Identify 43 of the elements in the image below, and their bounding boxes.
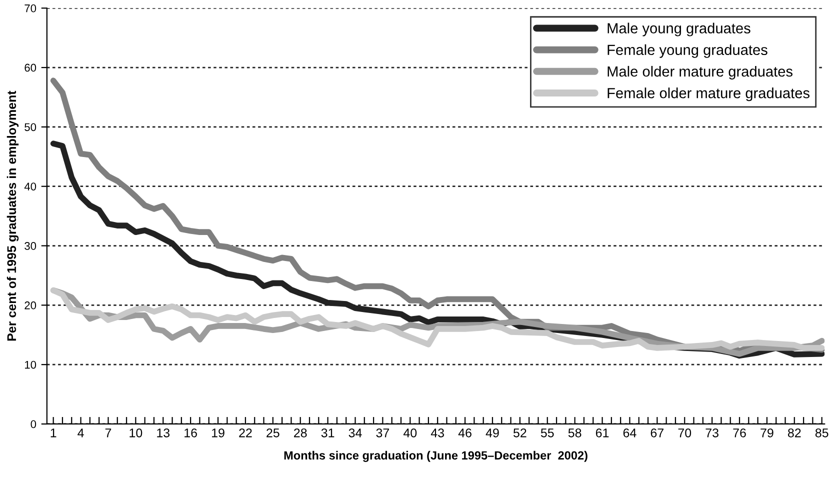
x-tick-label: 79 xyxy=(760,428,774,438)
x-tick-label: 1 xyxy=(50,428,56,438)
x-tick-label: 40 xyxy=(403,428,417,438)
x-tick-label: 25 xyxy=(266,428,280,438)
y-axis-title: Per cent of 1995 graduates in employment xyxy=(6,90,19,341)
legend-label: Female young graduates xyxy=(608,44,768,58)
y-tick-label: 20 xyxy=(24,301,36,310)
y-tick-label: 40 xyxy=(24,182,36,190)
x-tick-label: 22 xyxy=(239,428,252,438)
x-tick-label: 37 xyxy=(376,428,390,438)
x-tick-label: 28 xyxy=(294,428,307,438)
y-tick-label: 50 xyxy=(24,123,36,132)
y-tick-label: 30 xyxy=(24,242,36,250)
x-tick-label: 43 xyxy=(430,428,444,438)
x-tick-label: 49 xyxy=(486,428,499,438)
x-tick-label: 58 xyxy=(568,428,582,438)
x-tick-label: 73 xyxy=(706,428,718,438)
y-tick-label: 0 xyxy=(30,420,36,428)
x-tick-label: 85 xyxy=(815,428,828,438)
x-tick-label: 10 xyxy=(130,428,142,438)
legend-label: Male older mature graduates xyxy=(608,66,792,80)
x-tick-label: 7 xyxy=(105,428,112,438)
x-tick-label: 61 xyxy=(596,428,609,438)
y-tick-label: 70 xyxy=(24,4,36,12)
x-tick-label: 16 xyxy=(184,428,197,438)
legend-label: Female older mature graduates xyxy=(608,88,810,102)
x-tick-label: 34 xyxy=(348,428,362,438)
x-tick-label: 31 xyxy=(321,428,334,438)
legend-label: Male young graduates xyxy=(608,22,750,36)
x-tick-label: 4 xyxy=(78,428,84,438)
x-tick-label: 55 xyxy=(540,428,554,438)
x-tick-label: 76 xyxy=(733,428,746,438)
x-tick-label: 70 xyxy=(678,428,692,438)
x-tick-label: 64 xyxy=(623,428,636,438)
x-tick-label: 19 xyxy=(212,428,224,438)
x-tick-label: 52 xyxy=(513,428,526,438)
x-tick-label: 67 xyxy=(650,428,664,438)
x-axis-title: Months since graduation (June 1995–December 2002) xyxy=(284,450,588,462)
x-tick-label: 46 xyxy=(458,428,472,438)
y-tick-label: 60 xyxy=(24,64,36,72)
x-tick-label: 82 xyxy=(788,428,801,438)
y-tick-label: 10 xyxy=(25,360,36,369)
x-tick-label: 13 xyxy=(157,428,170,438)
